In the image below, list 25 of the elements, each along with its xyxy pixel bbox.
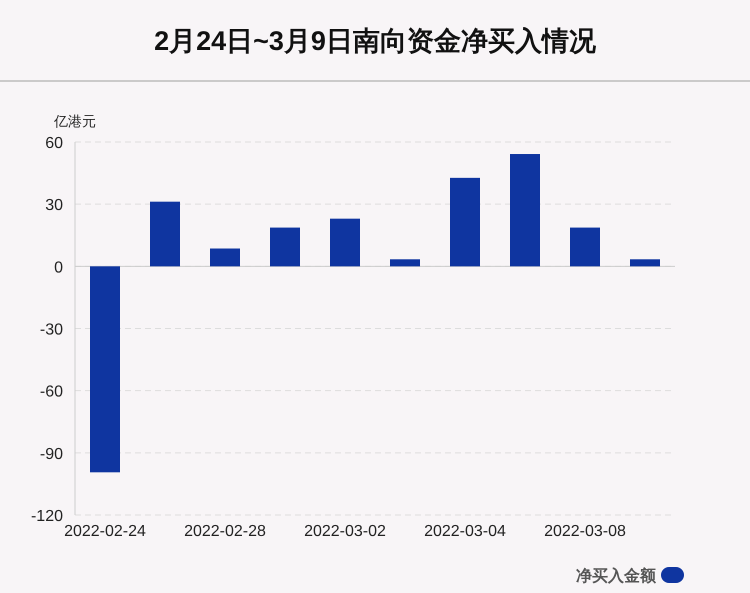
x-tick-label: 2022-02-24	[64, 523, 146, 540]
y-tick-label: 60	[45, 135, 64, 152]
bar	[390, 259, 420, 266]
y-tick-label: -90	[40, 446, 64, 463]
bar	[510, 154, 540, 266]
y-tick-label: -120	[30, 508, 64, 525]
y-tick-label: 30	[45, 197, 64, 214]
bar	[330, 218, 360, 266]
legend-label: 净买入金额	[576, 567, 657, 585]
bar	[210, 248, 240, 266]
y-tick-label: -30	[40, 322, 64, 338]
x-tick-label: 2022-03-08	[544, 523, 626, 540]
y-tick-label: -60	[40, 384, 64, 401]
bar	[270, 228, 300, 266]
x-tick-label: 2022-02-28	[184, 523, 266, 540]
chart-title: 2月24日~3月9日南向资金净买入情况	[154, 26, 597, 56]
bar	[150, 202, 180, 266]
y-axis-title: 亿港元	[53, 113, 96, 129]
bar	[450, 178, 480, 266]
bar	[630, 259, 660, 266]
bar	[570, 228, 600, 266]
y-tick-label: 0	[54, 259, 64, 276]
x-tick-label: 2022-03-02	[304, 523, 386, 540]
x-tick-label: 2022-03-04	[424, 523, 506, 540]
bar	[90, 266, 120, 472]
